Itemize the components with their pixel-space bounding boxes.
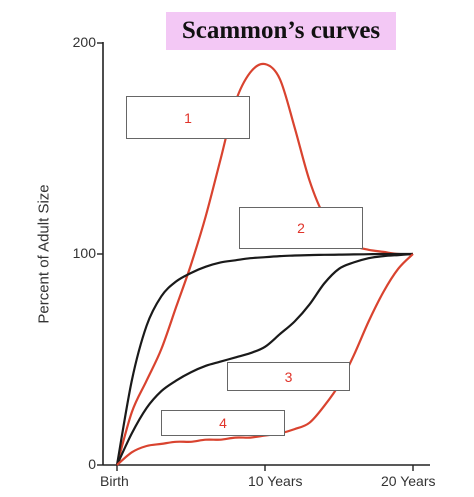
series-line-3	[116, 252, 414, 466]
y-tick-label-0: 0	[88, 456, 96, 472]
y-axis-label: Percent of Adult Size	[35, 184, 53, 324]
series-line-1	[115, 62, 414, 466]
curve-label-1: 1	[126, 96, 250, 139]
y-tick-label-100: 100	[72, 245, 96, 261]
chart-title: Scammon’s curves	[166, 12, 396, 50]
y-tick-label-200: 200	[72, 34, 96, 50]
x-tick-label-10-years: 10 Years	[248, 473, 303, 489]
curve-label-3: 3	[227, 362, 350, 391]
curve-label-2: 2	[239, 207, 363, 249]
x-tick-label-birth: Birth	[100, 473, 129, 489]
x-tick-label-20-years: 20 Years	[381, 473, 436, 489]
curve-label-4: 4	[161, 410, 285, 436]
series-line-2	[115, 252, 413, 466]
